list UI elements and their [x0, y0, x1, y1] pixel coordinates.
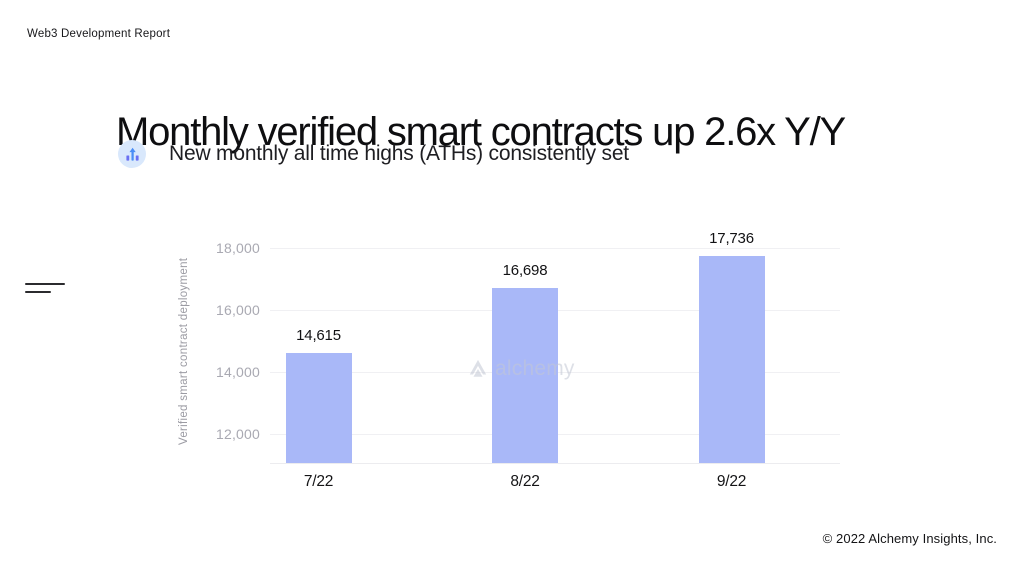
y-axis-label: Verified smart contract deployment	[178, 257, 190, 446]
x-tick-label: 8/22	[510, 473, 540, 490]
bar	[285, 352, 352, 463]
slide-title: Monthly verified smart contracts up 2.6x…	[116, 109, 846, 154]
x-tick-label: 7/22	[303, 473, 334, 490]
subtitle-row: New monthly all time highs (ATHs) consis…	[118, 140, 629, 168]
report-eyebrow: Web3 Development Report	[27, 28, 171, 40]
line-short	[25, 291, 51, 293]
gridline	[270, 247, 840, 249]
x-tick-label: 9/22	[716, 473, 747, 490]
y-tick-label: 12,000	[215, 425, 260, 442]
y-tick-label: 14,000	[215, 363, 260, 380]
slide-subtitle: New monthly all time highs (ATHs) consis…	[169, 142, 629, 165]
line-long	[25, 283, 65, 285]
copyright-footer: © 2022 Alchemy Insights, Inc.	[822, 531, 997, 546]
y-tick-label: 16,000	[215, 301, 260, 318]
y-tick-label: 18,000	[215, 239, 260, 256]
two-lines-icon	[25, 283, 65, 293]
x-axis-baseline	[270, 463, 840, 464]
bar-value-label: 14,615	[296, 326, 341, 344]
bar	[698, 255, 765, 463]
bar-value-label: 16,698	[502, 262, 548, 280]
bar-value-label: 17,736	[709, 229, 754, 247]
bar	[492, 288, 558, 463]
bar-chart-rising-icon	[118, 140, 146, 168]
